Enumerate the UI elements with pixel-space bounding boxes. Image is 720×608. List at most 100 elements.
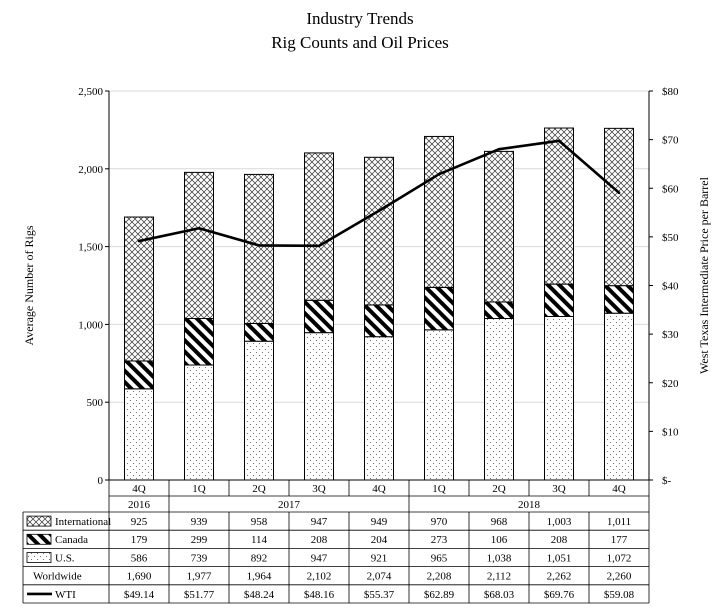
table-cell: $51.77: [184, 589, 215, 601]
bar-segment: [604, 312, 634, 481]
bar-segment: [424, 329, 454, 481]
bar-segment: [244, 340, 274, 481]
table-cell: 968: [491, 516, 508, 528]
bar-segment: [604, 127, 634, 287]
table-cell: 1,038: [487, 552, 512, 564]
table-cell: 2,208: [427, 571, 452, 583]
table-cell: 1,690: [127, 571, 152, 583]
table-cell: 1,072: [607, 552, 632, 564]
y-axis-title: Average Number of Rigs: [22, 225, 36, 345]
legend-swatch: [26, 552, 52, 563]
bar-segment: [604, 285, 634, 314]
y2-tick-label: $30: [662, 329, 679, 341]
bar-segment: [304, 152, 334, 301]
bar-segment: [484, 150, 514, 303]
bar-segment: [304, 332, 334, 481]
bar-segment: [184, 317, 214, 366]
bar-segment: [124, 360, 154, 390]
year-label: 2018: [518, 499, 541, 511]
table-cell: 2,074: [367, 571, 392, 583]
table-cell: $48.16: [304, 589, 335, 601]
legend-label: U.S.: [55, 552, 75, 564]
table-cell: 179: [131, 534, 148, 546]
y2-tick-label: $-: [662, 475, 672, 487]
y-tick-label: 2,000: [78, 164, 103, 176]
bar-segment: [364, 336, 394, 481]
wti-point: [197, 226, 201, 230]
table-cell: $49.14: [124, 589, 155, 601]
legend-label: Canada: [55, 534, 88, 546]
axes: 0 500 1,000 1,500 2,000 2,500 $- $10 $20 $30 $40 $5…: [22, 86, 711, 487]
table-cell: 2,260: [607, 571, 632, 583]
y2-tick-label: $50: [662, 232, 679, 244]
legend-label: International: [55, 516, 111, 528]
table-cell: $68.03: [484, 589, 515, 601]
table-cell: 947: [311, 552, 328, 564]
bar-segment: [244, 322, 274, 342]
table-cell: 739: [191, 552, 208, 564]
bar-segment: [304, 299, 334, 334]
bar-segment: [424, 286, 454, 331]
x-tick-label: 3Q: [312, 483, 326, 495]
bars: [124, 127, 634, 481]
table-cell: 958: [251, 516, 268, 528]
table-cell: 1,964: [247, 571, 272, 583]
y2-tick-label: $20: [662, 378, 679, 390]
bar-segment: [544, 283, 574, 317]
table-cell: 1,051: [547, 552, 572, 564]
x-tick-label: 4Q: [372, 483, 386, 495]
bar-segment: [184, 364, 214, 481]
y-tick-label: 2,500: [78, 86, 103, 98]
table-cell: $55.37: [364, 589, 395, 601]
table-cell: 925: [131, 516, 148, 528]
wti-line-layer: [137, 139, 621, 248]
table-cell: 965: [431, 552, 448, 564]
table-cell: 2,112: [487, 571, 511, 583]
y2-axis-title: West Texas Intermediate Price per Barrel: [697, 176, 711, 374]
bar-segment: [544, 315, 574, 481]
table-cell: 208: [551, 534, 568, 546]
data-table: 4Q 1Q 2Q 3Q 4Q 1Q 2Q 3Q 4Q 2016 2017 2018 Internatio…: [22, 480, 650, 604]
y2-tick-label: $10: [662, 426, 679, 438]
table-cell: $69.76: [544, 589, 575, 601]
year-label: 2016: [128, 499, 151, 511]
bar-segment: [124, 388, 154, 481]
x-tick-label: 2Q: [492, 483, 506, 495]
y-tick-label: 500: [87, 397, 104, 409]
table-cell: 949: [371, 516, 388, 528]
bar-segment: [424, 135, 454, 288]
x-tick-label: 4Q: [612, 483, 626, 495]
x-tick-label: 4Q: [132, 483, 146, 495]
table-cell: $62.89: [424, 589, 455, 601]
table-cell: 177: [611, 534, 628, 546]
wti-point: [377, 209, 381, 213]
year-label: 2017: [278, 499, 301, 511]
chart-title-line-1: Industry Trends: [306, 9, 414, 28]
y-tick-label: 1,500: [78, 242, 103, 254]
legend-label: Worldwide: [33, 571, 82, 583]
legend-swatch: [26, 533, 52, 545]
table-cell: 921: [371, 552, 388, 564]
chart-title-line-2: Rig Counts and Oil Prices: [271, 33, 449, 52]
table-cell: 204: [371, 534, 388, 546]
x-tick-label: 1Q: [192, 483, 206, 495]
table-cell: 1,977: [187, 571, 212, 583]
wti-point: [137, 239, 141, 243]
legend-label: WTI: [55, 589, 76, 601]
wti-point: [557, 139, 561, 143]
table-cell: 947: [311, 516, 328, 528]
table-cell: 208: [311, 534, 328, 546]
wti-point: [317, 244, 321, 248]
x-tick-label: 3Q: [552, 483, 566, 495]
bar-segment: [364, 156, 394, 306]
y-tick-label: 1,000: [78, 319, 103, 331]
table-cell: 892: [251, 552, 268, 564]
bar-segment: [184, 171, 214, 319]
table-cell: 114: [251, 534, 268, 546]
wti-point: [437, 172, 441, 176]
y2-tick-label: $40: [662, 281, 679, 293]
wti-point: [497, 147, 501, 151]
x-tick-label: 1Q: [432, 483, 446, 495]
y2-tick-label: $70: [662, 135, 679, 147]
